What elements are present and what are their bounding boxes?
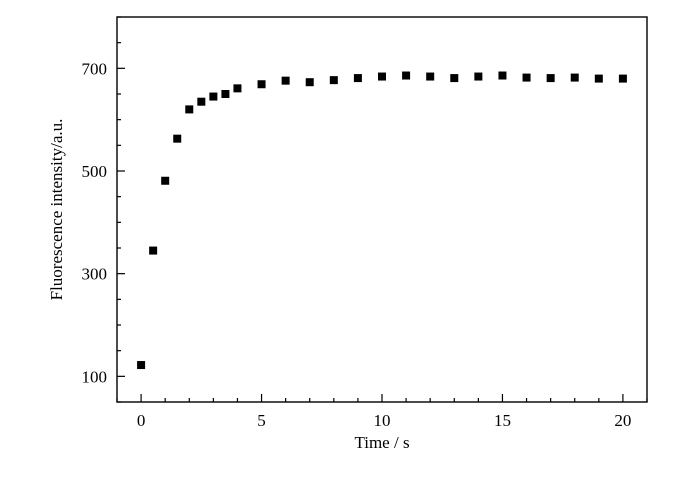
x-axis-title: Time / s	[354, 433, 409, 452]
x-tick-label: 20	[614, 411, 631, 430]
data-point	[149, 246, 158, 255]
y-tick-label: 700	[82, 59, 108, 78]
y-ticks: 100 300 500 700	[82, 16, 125, 403]
data-point	[450, 74, 459, 83]
y-axis-title: Fluorescence intensity/a.u.	[47, 119, 66, 301]
y-tick-label: 500	[82, 162, 108, 181]
data-point	[378, 72, 386, 81]
data-point	[594, 74, 603, 83]
x-tick-label: 0	[137, 411, 146, 430]
data-point	[233, 84, 242, 93]
y-tick-label: 300	[82, 265, 108, 284]
x-tick-label: 10	[374, 411, 391, 430]
data-point	[281, 76, 290, 85]
data-points	[137, 71, 627, 370]
x-ticks: 0 5 10 15 20	[116, 394, 648, 430]
data-point	[257, 80, 266, 89]
data-point	[305, 78, 314, 87]
data-point	[546, 74, 555, 83]
data-point	[522, 73, 531, 82]
data-point	[185, 105, 194, 114]
data-point	[209, 92, 218, 101]
data-point	[570, 73, 579, 82]
data-point	[137, 361, 146, 370]
x-tick-label: 5	[257, 411, 266, 430]
data-point	[618, 74, 627, 83]
data-point	[173, 134, 182, 143]
data-point	[402, 71, 411, 80]
data-point	[474, 72, 483, 81]
data-point	[221, 90, 230, 98]
data-point	[426, 72, 435, 81]
data-point	[329, 76, 338, 85]
data-point	[353, 74, 362, 83]
data-point	[498, 71, 507, 80]
x-tick-label: 15	[494, 411, 511, 430]
data-point	[161, 176, 170, 185]
y-tick-label: 100	[82, 367, 108, 386]
data-point	[197, 97, 206, 106]
